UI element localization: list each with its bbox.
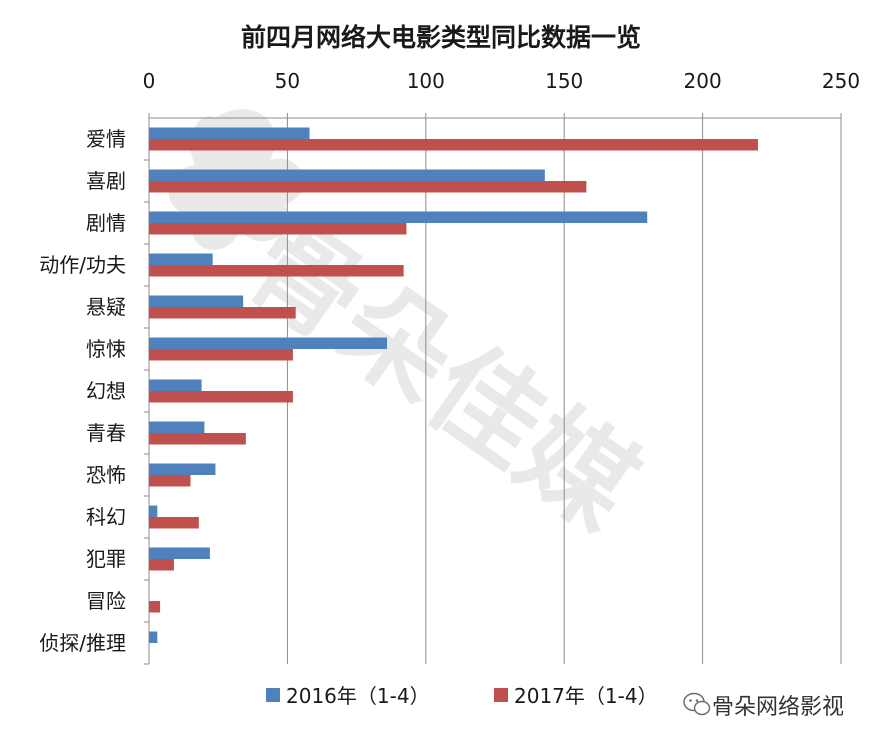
bar-2017: [149, 307, 296, 319]
bar-2017: [149, 265, 404, 277]
category-label: 爱情: [86, 127, 126, 151]
legend-swatch-2016: [266, 688, 280, 702]
category-label: 青春: [86, 421, 126, 445]
category-label: 科幻: [86, 505, 126, 529]
bar-2016: [149, 421, 205, 433]
category-label: 犯罪: [86, 547, 126, 571]
x-tick-label: 150: [545, 69, 583, 93]
bar-2017: [149, 433, 246, 445]
x-tick-label: 250: [822, 69, 860, 93]
wechat-icon: [683, 692, 711, 716]
category-label: 冒险: [86, 589, 126, 613]
category-label: 动作/功夫: [39, 253, 126, 277]
bar-2017: [149, 349, 293, 361]
bar-2017: [149, 559, 174, 571]
bar-2017: [149, 601, 161, 613]
legend-label-2017: 2017年（1-4）: [514, 684, 658, 708]
bar-2017: [149, 517, 199, 529]
bar-2017: [149, 475, 191, 487]
x-tick-label: 200: [684, 69, 722, 93]
bar-2017: [149, 139, 758, 151]
legend-swatch-2017: [494, 688, 508, 702]
bar-2016: [149, 253, 213, 265]
bar-2016: [149, 463, 216, 475]
x-tick-label: 50: [275, 69, 300, 93]
bar-2016: [149, 337, 388, 349]
bar-2017: [149, 391, 293, 403]
bar-2016: [149, 169, 545, 181]
bar-2016: [149, 505, 158, 517]
chart-title: 前四月网络大电影类型同比数据一览: [241, 23, 641, 52]
category-label: 喜剧: [86, 169, 126, 193]
category-label: 恐怖: [86, 463, 126, 487]
x-tick-label: 100: [407, 69, 445, 93]
watermark-big-text: 骨朵佳媒: [225, 196, 660, 554]
category-label: 侦探/推理: [39, 631, 126, 655]
x-tick-label: 0: [143, 69, 156, 93]
category-label: 剧情: [86, 211, 126, 235]
legend: 2016年（1-4） 2017年（1-4）: [266, 684, 658, 708]
corner-watermark: 骨朵网络影视: [683, 692, 844, 720]
bar-2016: [149, 547, 210, 559]
bar-2016: [149, 295, 244, 307]
bar-2017: [149, 181, 587, 193]
x-axis-ticks: 0 50 100 150 200 250: [143, 69, 860, 93]
legend-label-2016: 2016年（1-4）: [286, 684, 430, 708]
bar-2016: [149, 631, 158, 643]
bar-2017: [149, 223, 407, 235]
bars: [149, 127, 758, 643]
category-label: 幻想: [86, 379, 126, 403]
bar-2016: [149, 211, 648, 223]
bar-2016: [149, 127, 310, 139]
bar-2016: [149, 379, 202, 391]
watermark-text: 骨朵网络影视: [712, 695, 844, 720]
category-label: 惊悚: [86, 337, 126, 361]
category-label: 悬疑: [86, 295, 126, 319]
